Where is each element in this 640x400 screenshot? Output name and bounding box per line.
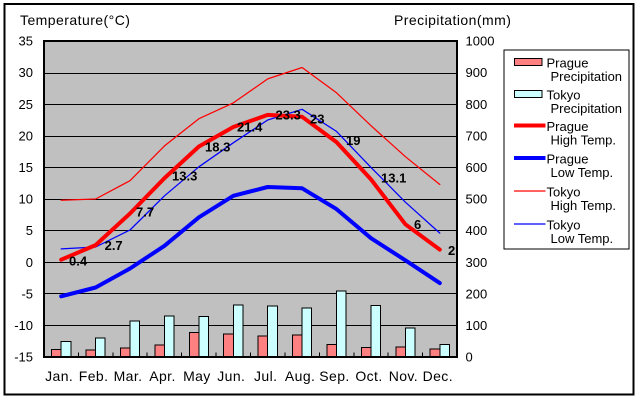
svg-text:-10: -10 xyxy=(14,318,33,333)
svg-text:100: 100 xyxy=(466,318,488,333)
svg-text:Oct.: Oct. xyxy=(355,368,382,384)
svg-text:18.3: 18.3 xyxy=(205,140,230,155)
svg-text:23.3: 23.3 xyxy=(276,107,301,122)
svg-text:7.7: 7.7 xyxy=(136,205,154,220)
svg-text:Nov.: Nov. xyxy=(389,368,418,384)
svg-text:Low Temp.: Low Temp. xyxy=(551,165,614,180)
svg-text:Jun.: Jun. xyxy=(217,368,245,384)
svg-text:300: 300 xyxy=(466,255,488,270)
svg-text:Aug.: Aug. xyxy=(285,368,315,384)
svg-text:2.7: 2.7 xyxy=(105,238,123,253)
svg-text:0: 0 xyxy=(26,255,33,270)
svg-text:High Temp.: High Temp. xyxy=(551,198,617,213)
svg-text:0: 0 xyxy=(466,350,473,365)
svg-text:5: 5 xyxy=(26,223,33,238)
svg-text:30: 30 xyxy=(19,65,33,80)
svg-text:-15: -15 xyxy=(14,350,33,365)
svg-text:20: 20 xyxy=(19,128,33,143)
svg-text:Dec.: Dec. xyxy=(423,368,453,384)
svg-text:Apr.: Apr. xyxy=(149,368,176,384)
svg-text:800: 800 xyxy=(466,97,488,112)
svg-text:Mar.: Mar. xyxy=(114,368,143,384)
svg-text:700: 700 xyxy=(466,128,488,143)
svg-text:Prague: Prague xyxy=(547,119,589,134)
svg-text:1000: 1000 xyxy=(466,34,495,49)
svg-text:Feb.: Feb. xyxy=(79,368,109,384)
svg-text:900: 900 xyxy=(466,65,488,80)
svg-text:400: 400 xyxy=(466,223,488,238)
svg-text:0.4: 0.4 xyxy=(69,254,88,269)
svg-text:25: 25 xyxy=(19,97,33,112)
svg-text:Tokyo: Tokyo xyxy=(547,88,581,103)
svg-text:Prague: Prague xyxy=(547,152,589,167)
svg-text:23: 23 xyxy=(310,111,324,126)
svg-text:-5: -5 xyxy=(21,286,33,301)
svg-text:6: 6 xyxy=(414,217,421,232)
svg-text:200: 200 xyxy=(466,286,488,301)
svg-text:19: 19 xyxy=(346,133,360,148)
svg-text:May: May xyxy=(183,368,211,384)
svg-text:Tokyo: Tokyo xyxy=(547,218,581,233)
svg-text:35: 35 xyxy=(19,34,33,49)
svg-text:Temperature(°C): Temperature(°C) xyxy=(20,12,130,28)
svg-text:Precipitation: Precipitation xyxy=(551,101,623,116)
svg-text:Sep.: Sep. xyxy=(319,368,349,384)
svg-text:600: 600 xyxy=(466,160,488,175)
svg-text:Prague: Prague xyxy=(547,56,589,71)
svg-text:Precipitation(mm): Precipitation(mm) xyxy=(394,12,511,28)
svg-text:10: 10 xyxy=(19,192,33,207)
svg-text:Precipitation: Precipitation xyxy=(551,69,623,84)
svg-text:Tokyo: Tokyo xyxy=(547,185,581,200)
svg-text:500: 500 xyxy=(466,192,488,207)
svg-text:13.1: 13.1 xyxy=(381,171,406,186)
svg-text:21.4: 21.4 xyxy=(237,120,263,135)
svg-text:Jan.: Jan. xyxy=(45,368,73,384)
svg-text:2: 2 xyxy=(448,243,455,258)
svg-text:Jul.: Jul. xyxy=(254,368,277,384)
svg-text:13.3: 13.3 xyxy=(172,169,197,184)
svg-text:High Temp.: High Temp. xyxy=(551,132,617,147)
svg-text:15: 15 xyxy=(19,160,33,175)
svg-text:Low Temp.: Low Temp. xyxy=(551,231,614,246)
